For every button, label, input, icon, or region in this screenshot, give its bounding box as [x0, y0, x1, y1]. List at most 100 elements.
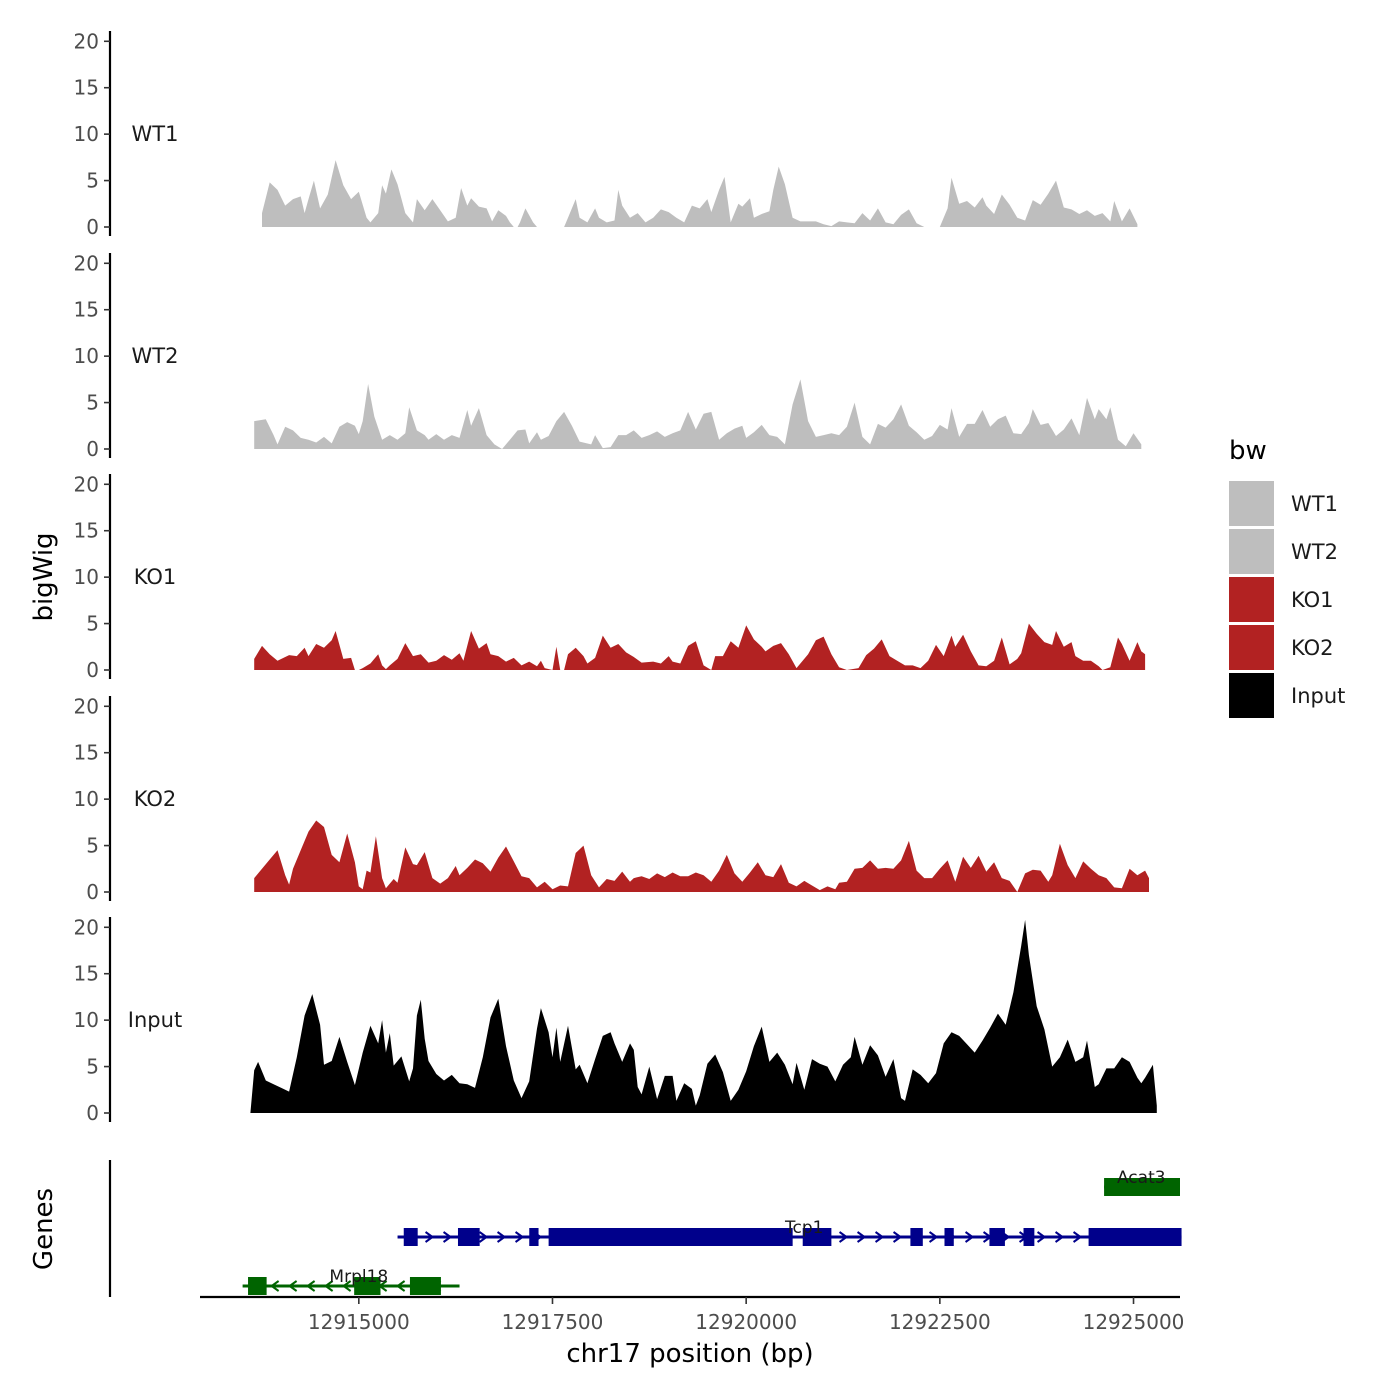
gene-label-acat3: Acat3 — [1117, 1168, 1166, 1188]
x-tick-label: 12922500 — [889, 1310, 991, 1334]
gene-acat3: Acat3 — [1104, 1168, 1180, 1196]
legend-swatch-wt2 — [1229, 529, 1274, 574]
strand-arrow-icon — [478, 1231, 489, 1243]
track-wt1: 0 5 10 15 20 WT1 — [74, 29, 1138, 239]
y-tick-label-ko1: 10 — [74, 565, 99, 589]
y-tick-label-input: 20 — [74, 915, 99, 939]
y-tick-label-wt1: 10 — [74, 122, 99, 146]
y-tick-label-input: 15 — [74, 962, 99, 986]
strand-arrow-icon — [287, 1280, 298, 1292]
strand-arrow-icon — [892, 1231, 903, 1243]
legend: WT1 WT2 KO1 KO2 Input — [1229, 481, 1345, 718]
strand-arrow-icon — [964, 1231, 975, 1243]
y-tick-label-ko1: 20 — [74, 472, 99, 496]
strand-arrow-icon — [424, 1231, 435, 1243]
legend-swatch-ko1 — [1229, 577, 1274, 622]
y-tick-label-input: 5 — [86, 1055, 99, 1079]
y-tick-label-wt1: 15 — [74, 76, 99, 100]
y-tick-label-ko2: 5 — [86, 834, 99, 858]
gene-tcp1: Tcp1 — [397, 1218, 1182, 1246]
x-axis-title: chr17 position (bp) — [566, 1339, 813, 1369]
x-tick-label: 12925000 — [1083, 1310, 1185, 1334]
legend-label-ko1: KO1 — [1291, 588, 1334, 612]
exon-tcp1 — [457, 1228, 480, 1246]
y-tick-label-wt1: 0 — [86, 215, 99, 239]
legend-swatch-wt1 — [1229, 481, 1274, 526]
strand-arrow-icon — [1072, 1231, 1083, 1243]
y-tick-label-wt1: 5 — [86, 169, 99, 193]
coverage-area-input — [250, 919, 1157, 1113]
y-tick-label-wt2: 5 — [86, 391, 99, 415]
exon-mrpl18 — [354, 1277, 381, 1295]
y-tick-label-input: 10 — [74, 1008, 99, 1032]
y-tick-label-ko2: 15 — [74, 741, 99, 765]
exon-tcp1 — [910, 1228, 923, 1246]
exon-tcp1 — [802, 1228, 832, 1246]
y-tick-label-input: 0 — [86, 1101, 99, 1125]
track-ko1: 0 5 10 15 20 KO1 — [74, 472, 1146, 682]
legend-swatch-ko2 — [1229, 625, 1274, 670]
coverage-area-ko2 — [254, 820, 1149, 892]
strand-arrow-icon — [928, 1231, 939, 1243]
coverage-area-wt2 — [254, 379, 1142, 449]
strand-arrow-icon — [874, 1231, 885, 1243]
strand-arrow-icon — [856, 1231, 867, 1243]
gene-label-mrpl18: Mrpl18 — [329, 1267, 388, 1287]
coverage-area-wt1 — [262, 160, 1138, 227]
y-tick-label-wt2: 15 — [74, 298, 99, 322]
exon-tcp1 — [944, 1228, 954, 1246]
x-tick-label: 12917500 — [502, 1310, 604, 1334]
exon-mrpl18 — [248, 1277, 267, 1295]
legend-label-input: Input — [1291, 684, 1345, 708]
track-label-input: Input — [128, 1008, 182, 1032]
strand-arrow-icon — [442, 1231, 453, 1243]
track-ko2: 0 5 10 15 20 KO2 — [74, 694, 1149, 904]
exon-acat3 — [1104, 1178, 1180, 1196]
exon-tcp1 — [403, 1228, 418, 1246]
strand-arrow-icon — [323, 1280, 334, 1292]
gene-track: Acat3 Tcp1 Mrpl18 — [108, 1160, 1182, 1297]
y-tick-label-wt2: 20 — [74, 251, 99, 275]
strand-arrow-icon — [341, 1280, 352, 1292]
exon-tcp1 — [548, 1228, 793, 1246]
strand-arrow-icon — [838, 1231, 849, 1243]
strand-arrow-icon — [496, 1231, 507, 1243]
y-tick-label-ko1: 5 — [86, 612, 99, 636]
coverage-area-ko1 — [254, 623, 1146, 670]
y-tick-label-wt2: 0 — [86, 437, 99, 461]
track-label-ko2: KO2 — [134, 787, 177, 811]
exon-mrpl18 — [409, 1277, 441, 1295]
legend-label-wt1: WT1 — [1291, 492, 1338, 516]
y-axis-title: bigWig — [29, 532, 59, 621]
legend-label-ko2: KO2 — [1291, 636, 1334, 660]
strand-arrow-icon — [305, 1280, 316, 1292]
strand-arrow-icon — [395, 1280, 406, 1292]
exon-tcp1 — [1023, 1228, 1035, 1246]
legend-label-wt2: WT2 — [1291, 540, 1338, 564]
genes-axis-title: Genes — [29, 1188, 59, 1270]
track-label-wt1: WT1 — [132, 122, 179, 146]
gene-mrpl18: Mrpl18 — [242, 1267, 460, 1295]
exon-tcp1 — [529, 1228, 539, 1246]
strand-arrow-icon — [269, 1280, 280, 1292]
x-tick-label: 12915000 — [308, 1310, 410, 1334]
y-tick-label-ko2: 10 — [74, 787, 99, 811]
y-tick-label-wt1: 20 — [74, 29, 99, 53]
y-tick-label-ko2: 20 — [74, 694, 99, 718]
track-input: 0 5 10 15 20 Input — [74, 915, 1157, 1125]
track-wt2: 0 5 10 15 20 WT2 — [74, 251, 1142, 461]
strand-arrow-icon — [514, 1231, 525, 1243]
exon-tcp1 — [989, 1228, 1005, 1246]
legend-swatch-input — [1229, 673, 1274, 718]
y-tick-label-ko1: 15 — [74, 519, 99, 543]
gene-label-tcp1: Tcp1 — [784, 1218, 823, 1238]
y-tick-label-wt2: 10 — [74, 344, 99, 368]
track-label-ko1: KO1 — [134, 565, 177, 589]
track-label-wt2: WT2 — [132, 344, 179, 368]
y-tick-label-ko2: 0 — [86, 880, 99, 904]
x-axis: 12915000 12917500 12920000 12922500 12925000 — [200, 1295, 1185, 1334]
x-tick-label: 12920000 — [695, 1310, 797, 1334]
strand-arrow-icon — [1054, 1231, 1065, 1243]
legend-title: bw — [1229, 436, 1267, 466]
